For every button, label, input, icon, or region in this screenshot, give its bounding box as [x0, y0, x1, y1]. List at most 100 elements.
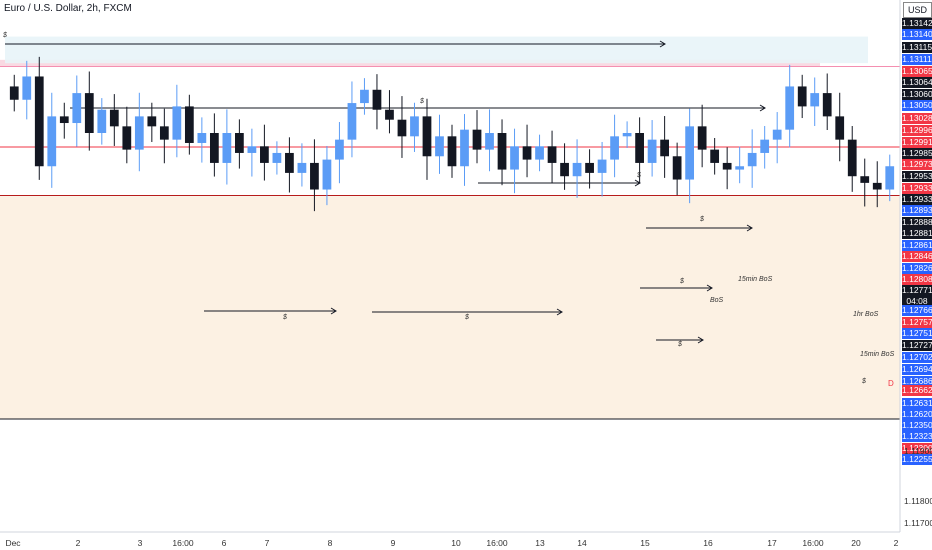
candle-body [847, 139, 857, 177]
candle-body [597, 159, 607, 173]
candle-body [9, 86, 19, 100]
time-tick: 13 [535, 538, 545, 548]
candle-body [735, 166, 745, 170]
time-tick: 3 [137, 538, 143, 548]
candle-body [872, 182, 882, 190]
price-label: 1.13065 [902, 66, 932, 77]
bos-label: BoS [710, 297, 724, 304]
bos-label: 15min BoS [738, 276, 773, 283]
price-label: 1.12300 [902, 443, 932, 454]
candle-body [560, 162, 569, 177]
candle-body [122, 126, 132, 150]
candle-body [772, 129, 782, 140]
time-tick: 2 [75, 538, 81, 548]
candle-body [860, 176, 870, 183]
liquidity-label: $ [680, 278, 684, 285]
price-label: 1.13111 [902, 54, 932, 65]
bos-label: 15min BoS [860, 351, 895, 358]
liquidity-label: $ [700, 216, 704, 223]
candle-body [497, 133, 507, 170]
candle-body [785, 86, 795, 130]
price-label: 1.12893 [902, 205, 932, 216]
price-label: 04:08 [902, 296, 932, 307]
candle-body [697, 126, 707, 150]
candle-body [485, 133, 494, 150]
candle-body [435, 136, 444, 157]
candle-body [222, 133, 232, 163]
price-label: 1.12255 [902, 454, 932, 465]
price-label: 1.12727 [902, 340, 932, 351]
price-label: 1.13028 [902, 113, 932, 124]
candle-body [585, 162, 594, 173]
price-tick: 1.11800 [904, 496, 932, 506]
price-label: 1.12757 [902, 317, 932, 328]
time-tick: Dec [5, 538, 21, 548]
candle-body [59, 116, 69, 124]
symbol-title: Euro / U.S. Dollar, 2h, FXCM [4, 3, 132, 14]
price-label: 1.12766 [902, 305, 932, 316]
candle-body [209, 133, 219, 163]
currency-button[interactable]: USD [903, 2, 932, 18]
d-marker: D [888, 379, 894, 388]
price-label: 1.12771 [902, 285, 932, 296]
time-tick: 6 [221, 538, 227, 548]
candle-body [260, 146, 269, 163]
candle-body [710, 149, 720, 163]
candle-body [34, 76, 44, 167]
price-label: 1.12888 [902, 217, 932, 228]
candle-body [835, 116, 845, 140]
candle-body [535, 146, 544, 160]
candles [9, 56, 895, 212]
candle-body [822, 93, 832, 117]
liquidity-label: $ [3, 32, 7, 39]
arrow-head [706, 284, 713, 292]
arrow-head [697, 336, 704, 344]
price-label: 1.12996 [902, 125, 932, 136]
candle-body [285, 152, 294, 173]
liquidity-label: $ [465, 314, 469, 321]
time-tick: 7 [264, 538, 270, 548]
price-label: 1.12751 [902, 328, 932, 339]
candle-body [22, 76, 32, 100]
time-tick: 16:00 [486, 538, 508, 548]
price-label: 1.13064 [902, 77, 932, 88]
price-label: 1.12985 [902, 148, 932, 159]
premium-zone [5, 36, 868, 64]
time-tick: 20 [851, 538, 861, 548]
candle-body [635, 133, 644, 163]
price-label: 1.12991 [902, 137, 932, 148]
candle-body [522, 146, 532, 160]
price-label: 1.12694 [902, 364, 932, 375]
time-tick: 14 [577, 538, 587, 548]
candle-body [722, 162, 732, 170]
time-tick: 16:00 [172, 538, 194, 548]
liquidity-label: $ [637, 172, 641, 179]
liquidity-label: $ [420, 98, 424, 105]
candle-body [472, 129, 482, 150]
candle-body [447, 136, 457, 167]
price-label: 1.12620 [902, 409, 932, 420]
price-tick: 1.11700 [904, 518, 932, 528]
candle-body [610, 136, 619, 160]
price-label: 1.12861 [902, 240, 932, 251]
arrow-head [556, 308, 563, 316]
candle-body [622, 133, 632, 137]
candle-body [235, 133, 244, 153]
price-label: 1.12631 [902, 398, 932, 409]
candle-body [460, 129, 469, 167]
candle-body [347, 103, 357, 140]
price-label: 1.13050 [902, 100, 932, 111]
price-label: 1.13060 [902, 89, 932, 100]
candle-body [547, 146, 557, 163]
arrow-head [330, 307, 337, 315]
arrow-head [746, 224, 753, 232]
candle-body [885, 166, 895, 190]
candle-body [660, 139, 669, 157]
candle-body [47, 116, 57, 167]
zone-layer [0, 36, 900, 419]
time-tick: 15 [640, 538, 650, 548]
candle-body [572, 162, 582, 177]
candle-body [372, 89, 382, 110]
candle-body [760, 139, 770, 153]
